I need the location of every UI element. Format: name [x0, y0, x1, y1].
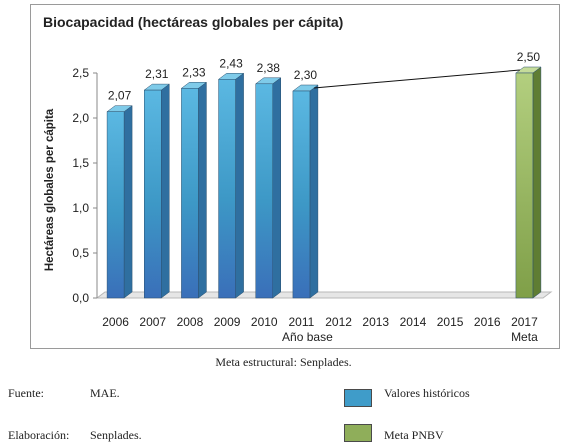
- bar-side: [272, 77, 281, 299]
- y-tick-label: 2,0: [72, 111, 89, 125]
- chart-floor: [95, 291, 553, 299]
- y-tick-label: 1,0: [72, 201, 89, 215]
- legend-label-meta: Meta PNBV: [384, 428, 444, 442]
- bar: [218, 79, 236, 299]
- source-label: Fuente:: [8, 386, 44, 400]
- bar: [106, 111, 125, 299]
- y-tick-label: 1,5: [72, 156, 89, 170]
- bar: [255, 83, 273, 299]
- x-tick-label: 2014: [400, 315, 427, 329]
- bar-side: [161, 83, 170, 299]
- bar: [144, 89, 162, 299]
- data-label: 2,38: [257, 61, 281, 75]
- data-label: 2,33: [182, 65, 206, 79]
- bar-side: [532, 66, 542, 299]
- bar-side: [123, 105, 133, 299]
- x-tick-label: 2011: [289, 315, 315, 329]
- bar: [292, 90, 311, 299]
- x-tick-label: 2017: [511, 315, 538, 329]
- data-label: 2,07: [108, 89, 132, 103]
- legend-swatch-meta: [344, 424, 372, 442]
- legend-label-historicos: Valores históricos: [384, 386, 470, 400]
- x-tick-label: 2015: [437, 315, 464, 329]
- x-tick-label: 2009: [214, 315, 241, 329]
- bar-chart: Biocapacidad (hectáreas globales per cáp…: [43, 14, 553, 344]
- chart-title: Biocapacidad (hectáreas globales per cáp…: [43, 14, 343, 30]
- y-tick-label: 0,0: [72, 291, 89, 305]
- data-label: 2,30: [294, 68, 318, 82]
- elaboration-value: Senplades.: [90, 428, 142, 442]
- chart-frame: Biocapacidad (hectáreas globales per cáp…: [30, 4, 560, 349]
- x-tick-label: 2006: [102, 315, 129, 329]
- x-tick-sublabel: Meta: [511, 330, 538, 344]
- data-label: 2,50: [517, 50, 541, 64]
- y-axis-label: Hectáreas globales per cápita: [44, 108, 56, 271]
- x-tick-label: 2012: [325, 315, 352, 329]
- x-tick-label: 2010: [251, 315, 278, 329]
- bar-side: [235, 72, 244, 299]
- trend-line: [313, 69, 520, 89]
- data-label: 2,31: [145, 67, 169, 81]
- x-tick-label: 2008: [177, 315, 204, 329]
- y-tick-label: 2,5: [72, 66, 89, 80]
- chart-caption: Meta estructural: Senplades.: [215, 355, 352, 369]
- y-tick-label: 0,5: [72, 246, 89, 260]
- data-label: 2,43: [219, 56, 243, 70]
- bar-side: [309, 84, 319, 299]
- bar: [181, 88, 199, 299]
- x-tick-label: 2007: [139, 315, 166, 329]
- elaboration-label: Elaboración:: [8, 428, 70, 442]
- x-tick-sublabel: Año base: [282, 330, 333, 344]
- x-tick-label: 2013: [362, 315, 389, 329]
- source-value: MAE.: [90, 386, 120, 400]
- legend-swatch-historicos: [344, 389, 372, 407]
- bar-side: [198, 81, 207, 299]
- x-tick-label: 2016: [474, 315, 501, 329]
- bar: [515, 72, 534, 299]
